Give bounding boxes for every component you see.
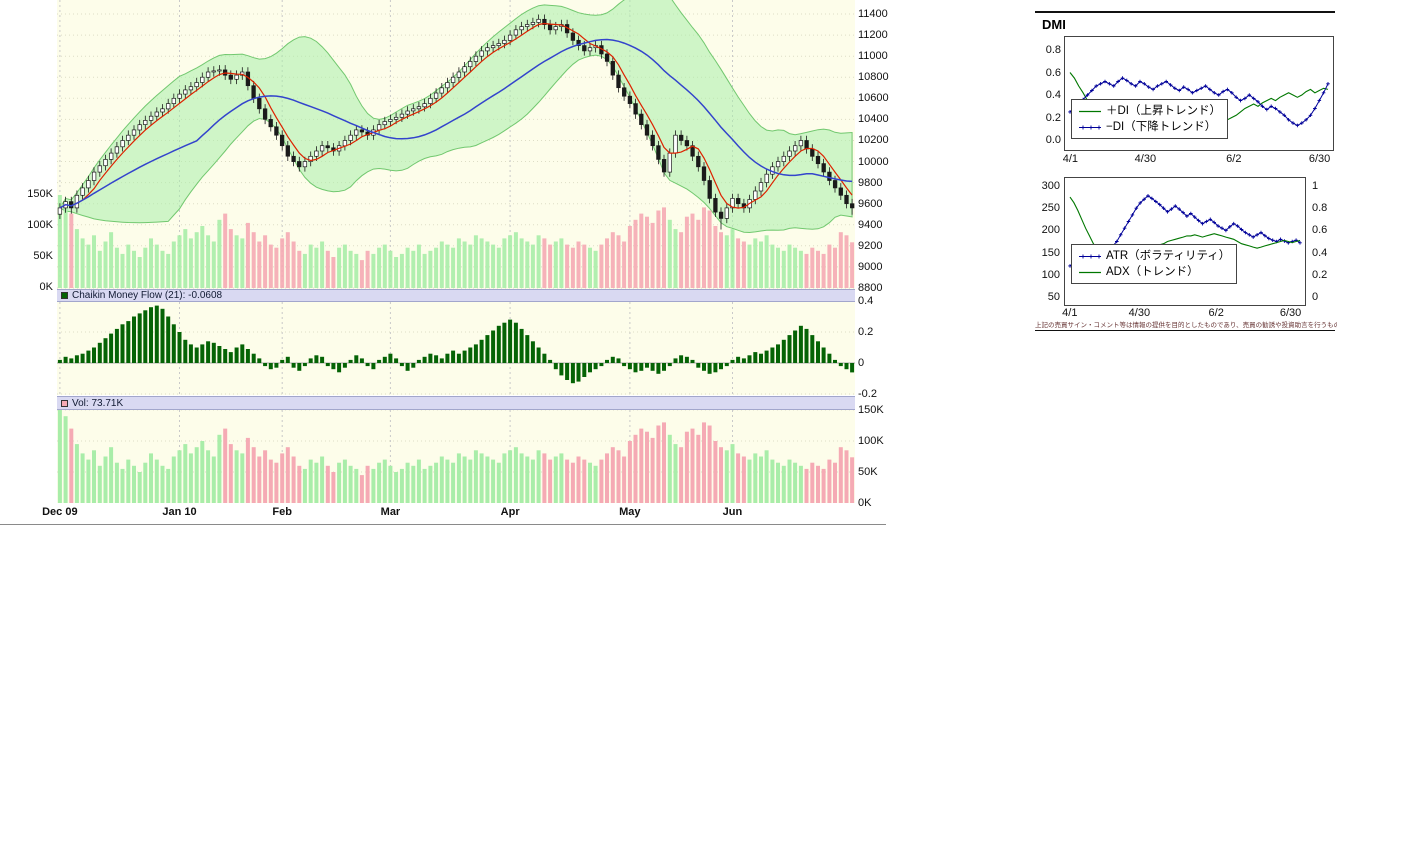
price-tick-label: 9600 xyxy=(858,197,883,210)
chart-bottom-divider xyxy=(0,524,886,525)
dmi-di-x-tick: 4/30 xyxy=(1134,153,1157,165)
price-tick-label: 10600 xyxy=(858,92,889,105)
cmf-tick-label: 0.2 xyxy=(858,326,874,338)
date-tick-label: May xyxy=(619,506,641,518)
date-tick-label: Mar xyxy=(380,506,401,518)
candlestick-panel xyxy=(57,0,855,289)
plus-di-legend-label: ＋DI（上昇トレンド） xyxy=(1106,105,1221,117)
dmi-footnote: 上記の売買サイン・コメント等は情報の提供を目的としたものであり、売買の勧誘や投資… xyxy=(1035,322,1337,329)
price-tick-label: 10200 xyxy=(858,134,889,147)
price-tick-label: 11200 xyxy=(858,29,888,42)
dmi-atr-x-tick: 6/30 xyxy=(1279,307,1302,319)
volume-left-tick-label: 50K xyxy=(33,250,53,262)
price-tick-label: 11400 xyxy=(858,8,888,20)
volume-panel-header: Vol: 73.71K xyxy=(57,396,855,410)
cmf-panel-title: Chaikin Money Flow (21): -0.0608 xyxy=(72,290,223,301)
dmi-atr-x-tick: 4/30 xyxy=(1128,307,1151,319)
volume-legend-swatch xyxy=(61,399,68,407)
dmi-di-y-tick: 0.2 xyxy=(1045,111,1061,124)
dmi-di-y-tick: 0.6 xyxy=(1045,66,1061,79)
price-tick-label: 9400 xyxy=(858,218,883,231)
cmf-panel xyxy=(57,302,855,395)
dmi-atr-right-y-tick: 0.8 xyxy=(1312,202,1328,215)
date-tick-label: Dec 09 xyxy=(42,506,78,518)
dmi-atr-x-tick: 6/2 xyxy=(1208,307,1224,319)
plus-di-line-icon xyxy=(1079,110,1101,112)
dmi-atr-left-y-tick: 250 xyxy=(1041,202,1060,215)
cmf-plot xyxy=(57,302,855,395)
dmi-atr-legend: ATR（ボラティリティ） ADX（トレンド） xyxy=(1071,244,1238,284)
volume-right-tick-label: 100K xyxy=(858,435,884,447)
price-tick-label: 10800 xyxy=(858,71,889,84)
dmi-atr-left-y-tick: 200 xyxy=(1041,224,1060,237)
date-tick-label: Jun xyxy=(722,506,743,518)
volume-right-tick-label: 0K xyxy=(858,497,872,509)
dmi-di-x-tick: 6/2 xyxy=(1226,153,1242,165)
dmi-di-lines xyxy=(1068,72,1330,128)
volume-panel-title: Vol: 73.71K xyxy=(72,397,124,409)
dmi-atr-x-tick: 4/1 xyxy=(1062,307,1078,319)
date-tick-label: Jan 10 xyxy=(162,506,197,518)
volume-left-tick-label: 150K xyxy=(27,188,53,200)
dmi-di-y-tick: 0.0 xyxy=(1045,134,1061,146)
dmi-atr-right-y-tick: 0.2 xyxy=(1312,268,1328,281)
minus-di-legend-label: −DI（下降トレンド） xyxy=(1106,121,1217,133)
dmi-atr-right-y-tick: 1 xyxy=(1312,180,1319,192)
dmi-atr-left-y-tick: 150 xyxy=(1041,246,1060,259)
atr-legend-row: ATR（ボラティリティ） xyxy=(1078,248,1230,264)
dmi-di-y-tick: 0.4 xyxy=(1045,89,1061,101)
cmf-panel-header: Chaikin Money Flow (21): -0.0608 xyxy=(57,289,855,302)
volume-left-tick-label: 100K xyxy=(27,219,53,231)
volume-panel xyxy=(57,410,855,503)
adx-legend-row: ADX（トレンド） xyxy=(1078,264,1230,280)
cmf-tick-label: 0.4 xyxy=(858,295,874,307)
price-tick-label: 10400 xyxy=(858,113,889,126)
dmi-title: DMI xyxy=(1042,17,1066,32)
dmi-di-y-tick: 0.8 xyxy=(1045,44,1061,56)
price-tick-label: 9000 xyxy=(858,260,883,273)
volume-left-tick-label: 0K xyxy=(39,281,53,293)
minus-di-legend-row: −DI（下降トレンド） xyxy=(1078,119,1221,135)
price-tick-label: 9800 xyxy=(858,176,883,189)
price-tick-label: 9200 xyxy=(858,239,883,252)
dmi-atr-left-y-tick: 100 xyxy=(1041,268,1060,281)
dmi-di-x-tick: 6/30 xyxy=(1308,153,1331,165)
date-axis: Dec 09 Jan 10 Feb Mar Apr May Jun xyxy=(42,504,855,521)
cmf-legend-swatch xyxy=(61,292,68,299)
price-tick-label: 11000 xyxy=(858,50,888,63)
dmi-chart: DMI ＋DI（上昇トレンド） −DI（下降トレンド） ATR（ボラティリティ）… xyxy=(1035,0,1337,335)
dmi-atr-lines xyxy=(1068,194,1302,270)
dmi-atr-plot: ATR（ボラティリティ） ADX（トレンド） xyxy=(1064,177,1306,306)
candlestick-plot xyxy=(57,0,855,289)
date-tick-label: Feb xyxy=(272,506,292,518)
cmf-tick-label: 0 xyxy=(858,357,865,369)
dmi-atr-right-y-tick: 0.6 xyxy=(1312,224,1328,237)
dmi-di-plot: ＋DI（上昇トレンド） −DI（下降トレンド） xyxy=(1064,36,1334,151)
atr-line-icon xyxy=(1079,254,1101,258)
plus-di-legend-row: ＋DI（上昇トレンド） xyxy=(1078,103,1221,119)
dmi-atr-right-y-tick: 0.4 xyxy=(1312,246,1328,259)
volume-right-tick-label: 150K xyxy=(858,404,884,416)
adx-line-icon xyxy=(1079,271,1101,273)
atr-legend-label: ATR（ボラティリティ） xyxy=(1106,250,1231,262)
price-tick-label: 10000 xyxy=(858,155,889,168)
date-tick-label: Apr xyxy=(500,506,520,518)
cmf-tick-label: -0.2 xyxy=(858,388,877,400)
dmi-bottom-divider xyxy=(1035,330,1335,331)
adx-legend-label: ADX（トレンド） xyxy=(1106,266,1199,278)
price-chart: Chaikin Money Flow (21): -0.0608 Vol: 73… xyxy=(0,0,889,526)
dmi-atr-left-y-tick: 300 xyxy=(1041,180,1060,192)
dmi-top-divider xyxy=(1035,11,1335,13)
dmi-atr-left-y-tick: 50 xyxy=(1047,291,1060,303)
dmi-atr-right-y-tick: 0 xyxy=(1312,291,1319,303)
price-tick-label: 8800 xyxy=(858,282,883,294)
minus-di-line-icon xyxy=(1079,125,1101,129)
dmi-di-x-tick: 4/1 xyxy=(1062,153,1078,165)
volume-right-tick-label: 50K xyxy=(858,466,878,478)
volume-plot xyxy=(57,410,855,503)
dmi-di-legend: ＋DI（上昇トレンド） −DI（下降トレンド） xyxy=(1071,99,1228,139)
